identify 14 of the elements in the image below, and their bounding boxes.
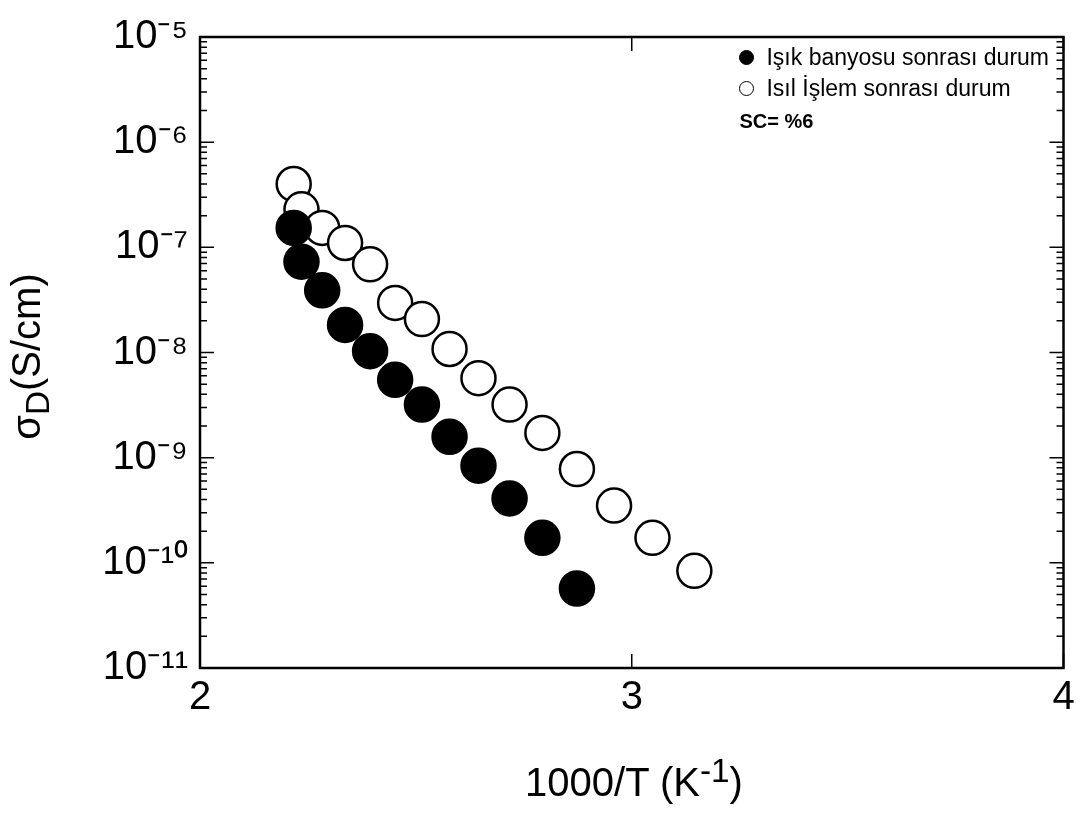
legend-label: Işık banyosu sonrası durum <box>766 43 1049 72</box>
legend-label: Isıl İşlem sonrası durum <box>766 74 1011 103</box>
x-tick-label: 4 <box>1052 673 1075 718</box>
y-tick-label: 10⁻¹¹ <box>102 643 188 688</box>
y-tick-label: 10⁻⁹ <box>112 432 188 477</box>
y-tick-label: 10⁻⁵ <box>112 12 188 57</box>
y-tick-label: 10⁻⁸ <box>112 327 188 372</box>
y-tick-label: 10⁻⁷ <box>115 222 188 267</box>
annotation: SC= %6 <box>739 109 815 134</box>
y-tick-label: 10⁻¹⁰ <box>102 537 188 582</box>
y-tick-label: 10⁻⁶ <box>113 117 188 162</box>
x-axis-title: 1000/T (K$^{-1}$) <box>524 752 744 806</box>
x-tick-label: 2 <box>188 673 212 718</box>
x-tick-label: 3 <box>620 673 643 718</box>
